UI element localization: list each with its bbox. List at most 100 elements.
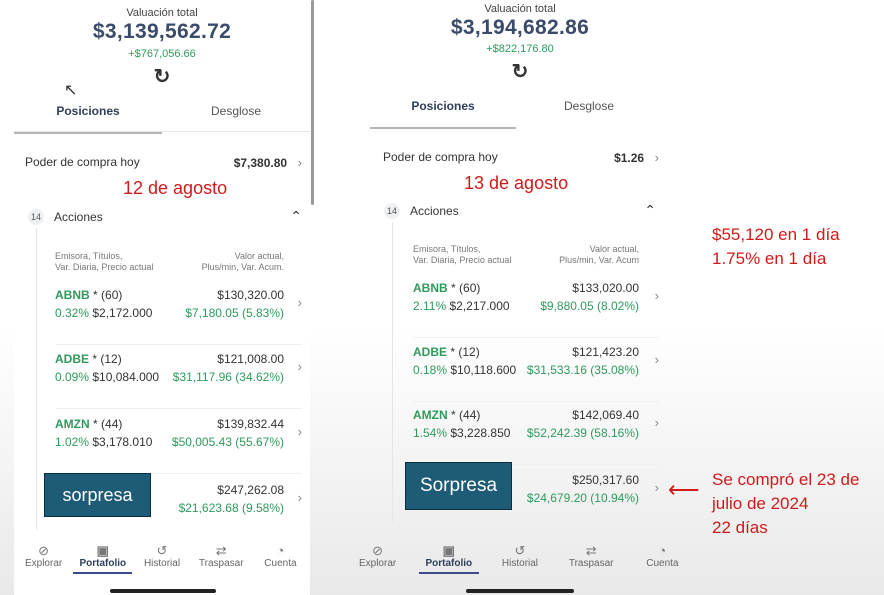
tab-desglose[interactable]: Desglose [210,104,262,118]
nav-explorar[interactable]: ⊘ Explorar [14,543,73,574]
chevron-right-icon: › [654,415,659,430]
briefcase-icon: ▣ [96,543,109,558]
nav-cuenta[interactable]: ◔ Cuenta [632,543,692,574]
quantity: * (12) [92,352,122,366]
history-icon: ↺ [514,543,526,558]
chevron-right-icon: › [654,352,659,367]
holding-row-adbe[interactable]: ADBE * (12) $121,423.20 0.18% $10,118.600… [413,344,659,402]
profit-loss: $24,679.20 (10.94%) [526,491,639,505]
section-title: Acciones [54,209,103,224]
refresh-icon[interactable]: ↻ [153,66,171,88]
col-head-left-1: Emisora, Títulos, [55,251,123,261]
home-indicator [110,589,216,593]
current-value: $142,069.40 [572,408,639,422]
buying-power-row[interactable]: Poder de compra hoy $1.26 › [383,150,659,165]
chevron-right-icon: › [654,480,659,495]
daily-change: 1.54% [413,426,448,440]
profit-loss: $31,533.16 (35.08%) [526,363,639,377]
section-title: Acciones [410,203,459,218]
history-icon: ↺ [156,543,168,558]
acciones-section-header[interactable]: 14 Acciones ⌃ [384,202,656,219]
transfer-icon: ⇄ [215,543,227,558]
surprise-overlay-box: Sorpresa [405,462,512,510]
ticker: ADBE [413,345,448,359]
chevron-up-icon[interactable]: ⌃ [290,208,302,224]
tree-line [392,222,393,522]
nav-historial[interactable]: ↺ Historial [132,543,191,574]
col-head-left-2: Var. Diaria, Precio actual [55,262,154,272]
acciones-section-header[interactable]: 14 Acciones ⌃ [28,208,302,225]
current-value: $121,423.20 [572,345,639,359]
scrollbar[interactable] [311,0,314,205]
count-badge: 14 [384,202,400,219]
quantity: * (12) [450,345,480,359]
profit-loss: $52,242.39 (58.16%) [526,426,639,440]
holding-row-amzn[interactable]: AMZN * (44) $139,832.44 1.02% $3,178.010 $… [55,416,302,474]
nav-cuenta[interactable]: ◔ Cuenta [251,543,310,574]
current-value: $133,020.00 [572,281,639,295]
nav-portafolio[interactable]: ▣ Portafolio [73,543,133,574]
current-price: $2,217.000 [449,299,510,313]
profit-loss: $31,117.96 (34.62%) [172,370,284,384]
profit-loss: $21,623.68 (9.58%) [178,501,284,515]
date-annotation: 12 de agosto [123,178,228,198]
valuation-amount: $3,139,562.72 [92,20,232,43]
nav-label: Explorar [24,558,63,569]
col-head-left-1: Emisora, Títulos, [413,244,481,254]
current-value: $130,320.00 [217,288,284,302]
chevron-up-icon[interactable]: ⌃ [644,202,656,218]
column-headers: Emisora, Títulos, Var. Diaria, Precio act… [55,251,284,273]
profit-loss: $50,005.43 (55.67%) [171,435,284,449]
buying-power-label: Poder de compra hoy [25,155,140,169]
holding-row-abnb[interactable]: ABNB * (60) $130,320.00 0.32% $2,172.000 $… [55,287,302,345]
nav-label: Portafolio [79,558,127,569]
tab-posiciones[interactable]: Posiciones [370,99,516,129]
briefcase-icon: ▣ [442,543,455,558]
chevron-right-icon: › [297,490,302,505]
daily-change: 0.18% [413,363,448,377]
quantity: * (60) [93,288,123,302]
tab-desglose[interactable]: Desglose [563,99,615,113]
holding-row-surprise[interactable]: $247,262.08 $21,623.68 (9.58%) › [55,482,302,522]
bottom-nav: ⊘ Explorar ▣ Portafolio ↺ Historial ⇄ Traspa… [342,543,698,574]
divider [14,131,310,132]
valuation-amount: $3,194,682.86 [450,16,590,39]
nav-portafolio[interactable]: ▣ Portafolio [418,543,479,574]
user-icon: ◔ [276,543,285,558]
nav-label: Traspasar [568,558,614,569]
holding-row-adbe[interactable]: ADBE * (12) $121,008.00 0.09% $10,084.000… [55,351,302,409]
col-head-right-1: Valor actual, [589,244,639,254]
chevron-right-icon: › [290,155,302,170]
quantity: * (60) [451,281,481,295]
transfer-icon: ⇄ [585,543,597,558]
chevron-right-icon: › [297,359,302,374]
home-indicator [466,589,574,593]
current-value: $139,832.44 [217,417,284,431]
portfolio-panel-aug-12: Valuación total $3,139,562.72 +$767,056.… [14,0,310,595]
current-price: $3,178.010 [92,435,153,449]
nav-explorar[interactable]: ⊘ Explorar [348,543,408,574]
nav-traspasar[interactable]: ⇄ Traspasar [561,543,621,574]
annotation-gain-day: $55,120 en 1 día [712,225,840,244]
ticker: ABNB [55,288,90,302]
buying-power-label: Poder de compra hoy [383,150,498,164]
refresh-icon[interactable]: ↻ [511,61,529,83]
compass-icon: ⊘ [372,543,384,558]
buying-power-value: $7,380.80 [233,156,288,170]
nav-label: Cuenta [646,558,679,569]
nav-historial[interactable]: ↺ Historial [490,543,550,574]
nav-label: Portafolio [425,558,473,569]
current-value: $250,317.60 [572,473,639,487]
holding-row-abnb[interactable]: ABNB * (60) $133,020.00 2.11% $2,217.000 $… [413,280,659,338]
nav-traspasar[interactable]: ⇄ Traspasar [192,543,251,574]
valuation-change: +$822,176.80 [486,43,554,55]
buying-power-row[interactable]: Poder de compra hoy $7,380.80 › [14,155,310,170]
annotation-gain-pct: 1.75% en 1 día [712,249,827,268]
holding-row-surprise[interactable]: $250,317.60 $24,679.20 (10.94%) › [413,472,659,512]
chevron-right-icon: › [647,150,659,165]
tab-posiciones[interactable]: Posiciones [14,104,162,134]
profit-loss: $7,180.05 (5.83%) [185,306,284,320]
col-head-right-2: Plus/min, Var. Acum. [201,262,284,272]
nav-label: Cuenta [264,558,297,569]
holding-row-amzn[interactable]: AMZN * (44) $142,069.40 1.54% $3,228.850 $… [413,407,659,465]
